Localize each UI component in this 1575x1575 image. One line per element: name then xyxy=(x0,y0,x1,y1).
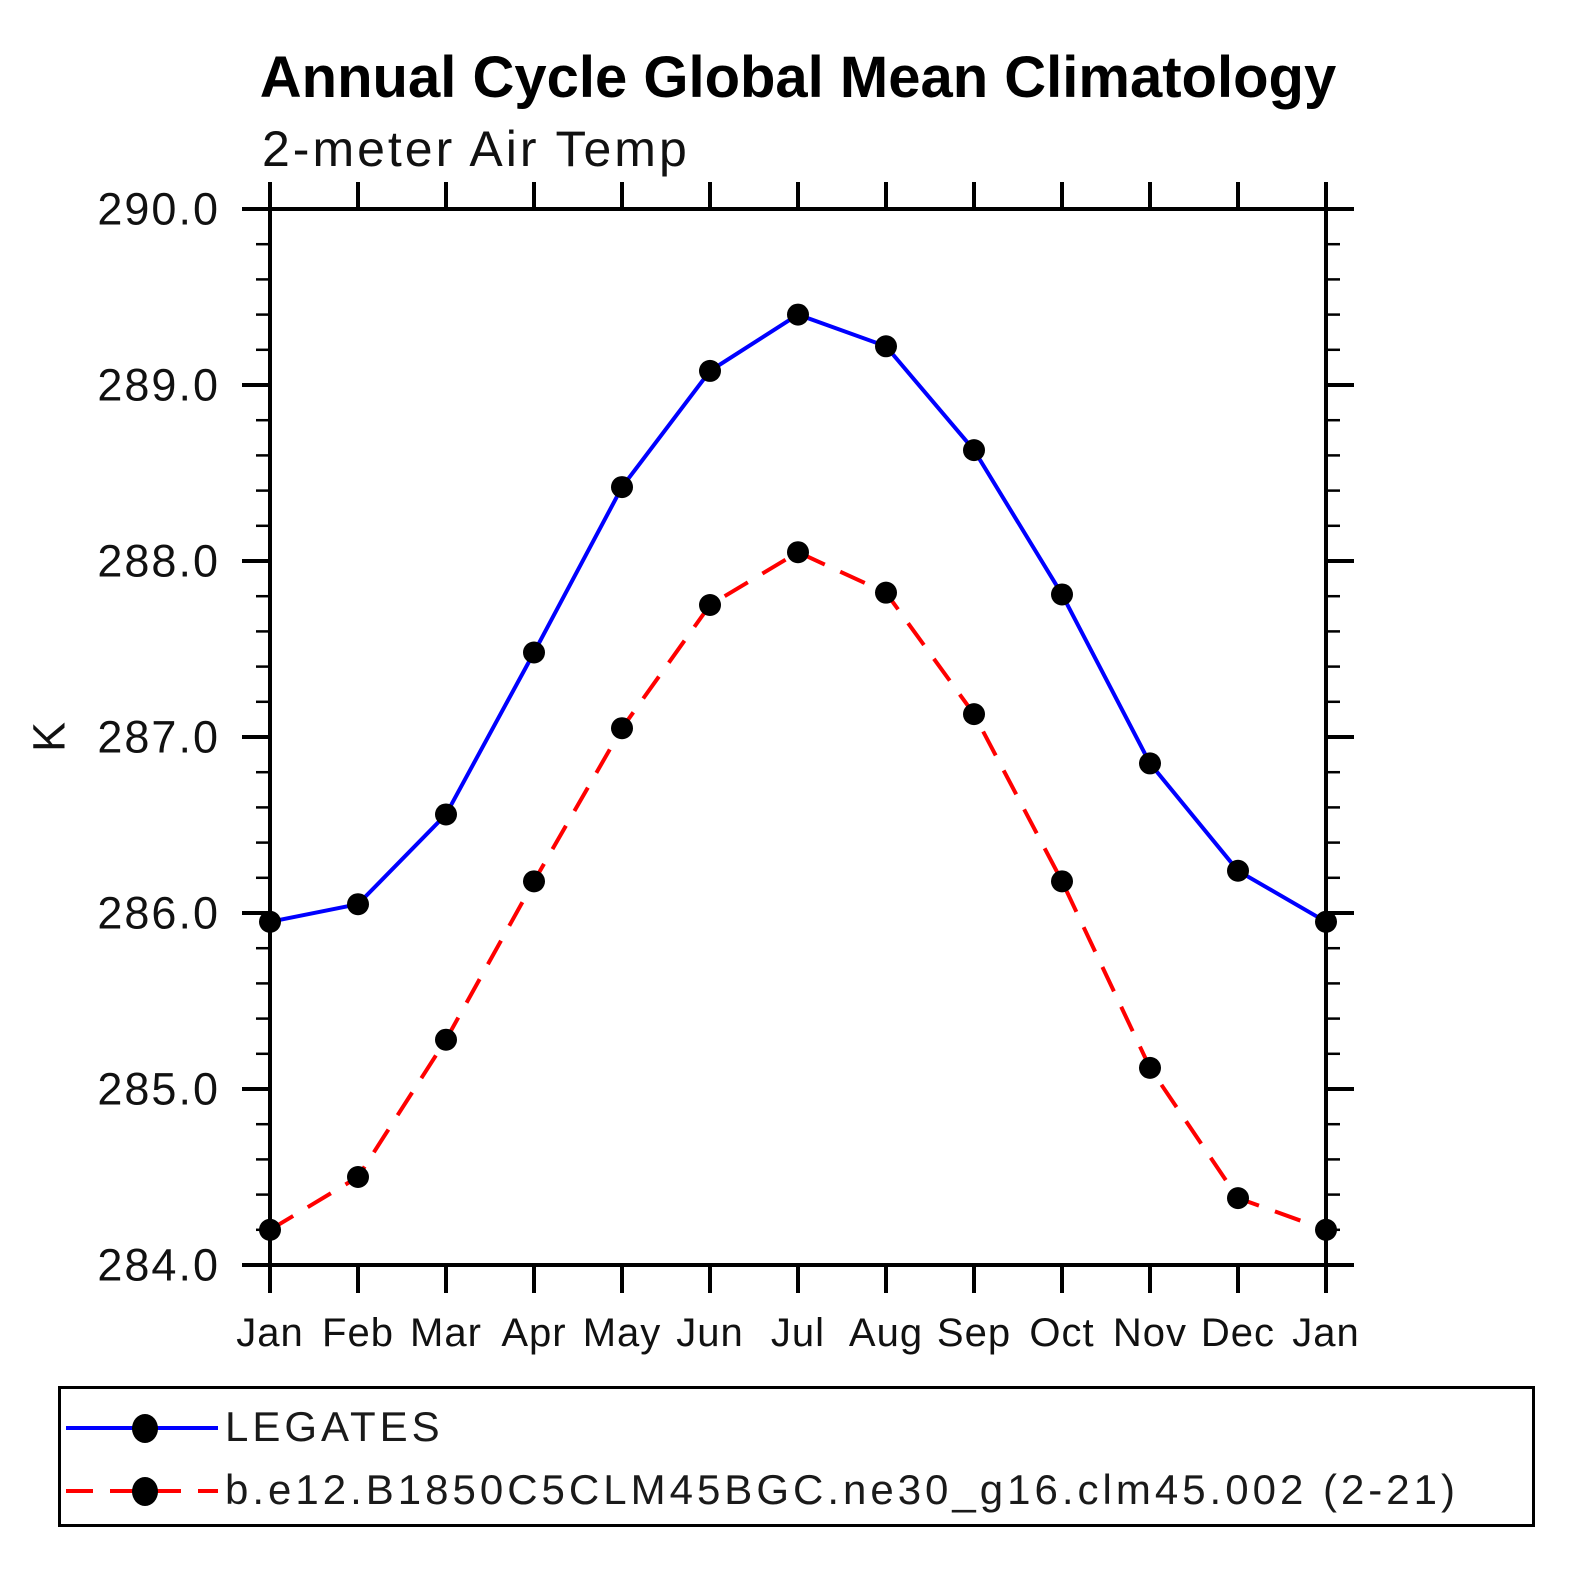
legend-label: b.e12.B1850C5CLM45BGC.ne30_g16.clm45.002… xyxy=(225,1466,1460,1513)
x-tick-label: Apr xyxy=(501,1311,566,1355)
series-model-marker xyxy=(523,870,545,893)
chart-subtitle: 2-meter Air Temp xyxy=(262,121,690,177)
chart-title: Annual Cycle Global Mean Climatology xyxy=(259,45,1337,110)
y-tick-label: 290.0 xyxy=(97,184,220,235)
series-model-marker xyxy=(1315,1218,1337,1241)
x-tick-label: Feb xyxy=(322,1311,394,1355)
x-tick-label: Nov xyxy=(1113,1311,1187,1355)
x-tick-label: Sep xyxy=(937,1311,1011,1355)
series-legates-marker xyxy=(259,910,281,933)
y-tick-label: 289.0 xyxy=(97,360,220,411)
y-tick-label: 287.0 xyxy=(97,712,220,763)
x-tick-label: Dec xyxy=(1201,1311,1275,1355)
series-model-marker xyxy=(259,1218,281,1241)
y-tick-label: 288.0 xyxy=(97,536,220,587)
legend: LEGATES b.e12.B1850C5CLM45BGC.ne30_g16.c… xyxy=(58,1386,1535,1527)
x-tick-label: Aug xyxy=(849,1311,923,1355)
y-tick-label: 286.0 xyxy=(97,888,220,939)
x-tick-label: Mar xyxy=(410,1311,482,1355)
x-tick-label: Jan xyxy=(236,1311,304,1355)
series-legates-marker xyxy=(875,335,897,358)
x-tick-label: Oct xyxy=(1029,1311,1094,1355)
y-tick-label: 285.0 xyxy=(97,1064,220,1115)
series-legates-marker xyxy=(611,476,633,499)
series-legates-marker xyxy=(1051,583,1073,606)
x-tick-label: Jul xyxy=(771,1311,825,1355)
series-model-marker xyxy=(1139,1056,1161,1079)
series-model-marker xyxy=(347,1166,369,1188)
series-legates-marker xyxy=(1139,752,1161,775)
legend-entry-model: b.e12.B1850C5CLM45BGC.ne30_g16.clm45.002… xyxy=(61,1466,1532,1513)
series-legates-marker xyxy=(523,641,545,664)
series-model-marker xyxy=(611,717,633,740)
series-model-marker xyxy=(435,1028,457,1051)
plot-frame xyxy=(268,207,1328,1267)
x-tick-label: Jun xyxy=(676,1311,744,1355)
y-tick-label: 284.0 xyxy=(97,1240,220,1291)
series-model-marker xyxy=(1051,870,1073,893)
series-legates-marker xyxy=(787,303,809,326)
legend-entry-legates: LEGATES xyxy=(61,1403,1532,1450)
series-model-marker xyxy=(1227,1187,1249,1210)
legend-marker-icon xyxy=(132,1477,158,1506)
series-legates-marker xyxy=(1315,910,1337,933)
series-legates-marker xyxy=(347,893,369,916)
x-tick-label: Jan xyxy=(1292,1311,1360,1355)
series-legates-marker xyxy=(1227,859,1249,882)
series-model-marker xyxy=(875,581,897,604)
series-model-line xyxy=(268,549,1327,1232)
series-model-marker xyxy=(963,703,985,726)
series-legates-marker xyxy=(963,439,985,462)
series-model-marker xyxy=(699,594,721,616)
series-legates-line xyxy=(269,312,1328,924)
legend-label: LEGATES xyxy=(225,1403,444,1450)
x-tick-label: May xyxy=(583,1311,662,1355)
y-axis-title: K xyxy=(24,722,75,752)
series-model-marker xyxy=(787,541,809,564)
series-legates-marker xyxy=(435,803,457,826)
legend-marker-icon xyxy=(132,1414,158,1443)
series-legates-marker xyxy=(699,359,721,382)
